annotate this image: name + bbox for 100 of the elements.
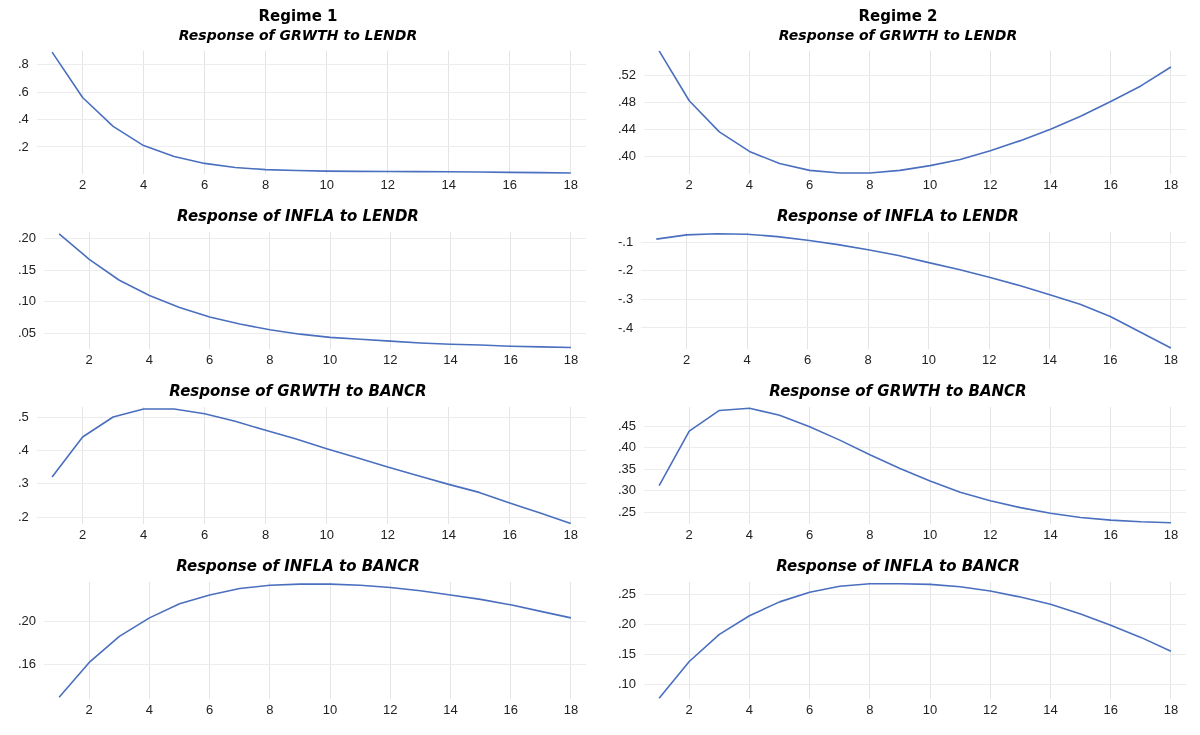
x-tick-label: 14 xyxy=(443,351,458,367)
x-tick-label: 12 xyxy=(380,176,395,192)
x-tick-label: 6 xyxy=(804,351,812,367)
x-tick-label: 16 xyxy=(1103,701,1118,717)
x-tick-label: 2 xyxy=(78,176,87,192)
x-tick-label: 6 xyxy=(201,176,209,192)
x-tick-label: 18 xyxy=(1163,701,1179,717)
x-tick-label: 14 xyxy=(1042,351,1058,367)
x-tick-label: 4 xyxy=(145,351,154,367)
y-tick-label: .05 xyxy=(17,325,37,341)
chart-title: Response of GRWTH to BANCR xyxy=(769,381,1027,400)
x-tick-label: 18 xyxy=(563,176,578,192)
y-tick-label: .35 xyxy=(617,460,637,476)
x-tick-label: 14 xyxy=(1043,526,1058,542)
chart-subtitle: Response of GRWTH to LENDR xyxy=(178,27,418,44)
y-tick-label: .45 xyxy=(617,417,637,433)
x-tick-label: 2 xyxy=(85,351,93,367)
x-tick-label: 4 xyxy=(743,351,751,367)
x-tick-label: 12 xyxy=(983,526,998,542)
x-tick-label: 8 xyxy=(864,351,872,367)
y-tick-label: .25 xyxy=(617,503,637,519)
x-tick-label: 10 xyxy=(319,526,334,542)
x-tick-label: 4 xyxy=(140,176,148,192)
x-tick-label: 12 xyxy=(380,526,395,542)
x-tick-label: 14 xyxy=(1043,176,1058,192)
y-tick-label: -.2 xyxy=(618,262,634,278)
chart-title: Regime 1 xyxy=(258,6,338,25)
x-tick-label: 6 xyxy=(806,176,814,192)
x-tick-label: 8 xyxy=(866,176,874,192)
y-tick-label: .10 xyxy=(617,675,637,691)
x-tick-label: 18 xyxy=(563,351,579,367)
x-tick-label: 8 xyxy=(266,351,274,367)
y-tick-label: .40 xyxy=(617,148,637,164)
x-tick-label: 2 xyxy=(685,701,693,717)
y-tick-label: -.4 xyxy=(618,319,634,335)
chart-title: Response of INFLA to BANCR xyxy=(176,556,420,575)
y-tick-label: .48 xyxy=(617,94,637,110)
x-tick-label: 12 xyxy=(983,176,998,192)
x-tick-label: 10 xyxy=(922,176,938,192)
y-tick-label: .2 xyxy=(18,138,29,154)
x-tick-label: 8 xyxy=(866,701,874,717)
y-tick-label: .4 xyxy=(18,111,29,127)
chart-title: Response of INFLA to BANCR xyxy=(776,556,1020,575)
x-tick-label: 4 xyxy=(145,701,154,717)
x-tick-label: 6 xyxy=(806,701,814,717)
x-tick-label: 6 xyxy=(206,701,214,717)
x-tick-label: 14 xyxy=(441,176,456,192)
x-tick-label: 12 xyxy=(982,351,997,367)
x-tick-label: 4 xyxy=(745,701,754,717)
x-tick-label: 16 xyxy=(1103,176,1118,192)
y-tick-label: .44 xyxy=(617,121,637,137)
x-tick-label: 2 xyxy=(682,351,691,367)
x-tick-label: 2 xyxy=(685,176,693,192)
x-tick-label: 16 xyxy=(1103,526,1118,542)
chart-subtitle: Response of GRWTH to LENDR xyxy=(778,27,1018,44)
x-tick-label: 10 xyxy=(922,526,938,542)
y-tick-label: .52 xyxy=(617,67,637,83)
y-tick-label: -.3 xyxy=(618,290,634,306)
x-tick-label: 14 xyxy=(1043,701,1058,717)
y-tick-label: .6 xyxy=(18,83,29,99)
x-tick-label: 2 xyxy=(85,701,93,717)
x-tick-label: 10 xyxy=(319,176,334,192)
x-tick-label: 8 xyxy=(866,526,874,542)
y-tick-label: .2 xyxy=(18,508,29,524)
y-tick-label: .30 xyxy=(617,482,637,498)
x-tick-label: 12 xyxy=(383,351,398,367)
y-tick-label: -.1 xyxy=(618,233,634,249)
y-tick-label: .40 xyxy=(617,439,637,455)
x-tick-label: 18 xyxy=(1163,526,1179,542)
x-tick-label: 18 xyxy=(563,701,579,717)
y-tick-label: .16 xyxy=(17,656,37,672)
y-tick-label: .25 xyxy=(617,585,637,601)
x-tick-label: 16 xyxy=(503,701,518,717)
x-tick-label: 4 xyxy=(140,526,148,542)
chart-title: Response of INFLA to LENDR xyxy=(177,206,419,225)
y-tick-label: .10 xyxy=(17,293,37,309)
x-tick-label: 6 xyxy=(206,351,214,367)
x-tick-label: 4 xyxy=(745,526,754,542)
x-tick-label: 16 xyxy=(502,176,517,192)
x-tick-label: 14 xyxy=(443,701,458,717)
x-tick-label: 12 xyxy=(383,701,398,717)
x-tick-label: 18 xyxy=(1163,351,1179,367)
x-tick-label: 10 xyxy=(322,701,338,717)
x-tick-label: 10 xyxy=(922,701,938,717)
x-tick-label: 16 xyxy=(502,526,517,542)
x-tick-label: 10 xyxy=(921,351,936,367)
y-tick-label: .5 xyxy=(18,408,29,424)
x-tick-label: 14 xyxy=(441,526,456,542)
y-tick-label: .20 xyxy=(17,612,37,628)
x-tick-label: 2 xyxy=(78,526,87,542)
y-tick-label: .15 xyxy=(17,261,37,277)
x-tick-label: 18 xyxy=(563,526,578,542)
x-tick-label: 4 xyxy=(745,176,754,192)
y-tick-label: .20 xyxy=(617,615,637,631)
x-tick-label: 8 xyxy=(262,176,270,192)
y-tick-label: .15 xyxy=(617,645,637,661)
chart-title: Response of GRWTH to BANCR xyxy=(169,381,427,400)
y-tick-label: .8 xyxy=(18,56,29,72)
x-tick-label: 8 xyxy=(262,526,270,542)
x-tick-label: 2 xyxy=(685,526,693,542)
